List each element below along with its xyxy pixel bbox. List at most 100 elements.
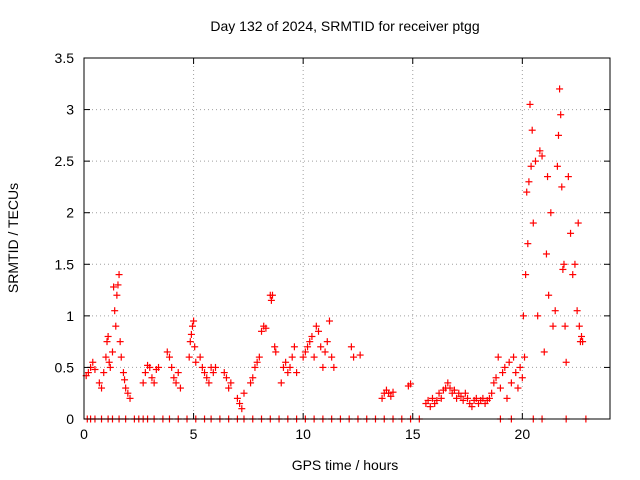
plot-frame (83, 57, 611, 420)
data-point (571, 260, 579, 268)
data-point (110, 283, 118, 291)
data-point (150, 379, 158, 387)
data-point (306, 338, 314, 346)
data-point (126, 394, 134, 402)
data-point (108, 348, 116, 356)
data-point (191, 343, 199, 351)
data-point (186, 338, 194, 346)
data-point (557, 111, 565, 119)
data-point (556, 85, 564, 93)
data-point (212, 363, 219, 371)
data-point (459, 396, 467, 404)
data-point (330, 363, 338, 371)
axis-ticks (83, 57, 610, 420)
data-point (444, 379, 452, 387)
data-point (113, 291, 121, 299)
data-point (488, 389, 496, 397)
data-point (505, 358, 513, 366)
data-point (148, 374, 156, 382)
data-point (540, 348, 548, 356)
data-point (89, 358, 97, 366)
data-point (121, 376, 129, 384)
data-point (579, 338, 587, 346)
data-point (103, 338, 111, 346)
data-point (553, 162, 561, 170)
data-point (100, 369, 108, 377)
data-point (165, 353, 173, 361)
x-tick-label: 15 (405, 426, 421, 442)
x-tick-label: 0 (80, 426, 88, 442)
data-point (247, 379, 255, 387)
data-point (464, 394, 472, 402)
data-point (141, 369, 149, 377)
data-point (238, 405, 246, 413)
data-point (84, 369, 92, 377)
data-point (518, 374, 526, 382)
y-tick-label: 2 (66, 205, 74, 221)
data-point (528, 126, 536, 134)
data-point (514, 384, 522, 392)
data-point (262, 324, 270, 332)
data-point (527, 162, 535, 170)
data-point (201, 369, 209, 377)
data-point (317, 343, 325, 351)
data-point (116, 338, 124, 346)
data-point (560, 260, 568, 268)
data-markers (82, 85, 590, 423)
data-point (531, 157, 539, 165)
data-point (522, 271, 530, 279)
data-point (111, 307, 119, 315)
data-point (545, 291, 553, 299)
data-point (542, 250, 550, 258)
data-point (492, 374, 500, 382)
data-point (190, 317, 198, 325)
data-point (350, 353, 358, 361)
data-point (496, 384, 504, 392)
data-point (512, 369, 520, 377)
grid-lines (84, 58, 610, 419)
data-point (538, 152, 546, 160)
data-point (227, 379, 235, 387)
y-tick-label: 3.5 (55, 50, 75, 66)
x-tick-labels: 0 5 10 15 20 (80, 426, 530, 442)
data-point (112, 322, 120, 330)
data-point (507, 379, 515, 387)
data-point (526, 100, 534, 108)
data-point (578, 332, 586, 340)
data-point (559, 265, 567, 273)
data-point (304, 343, 312, 351)
data-point (105, 358, 113, 366)
data-point (236, 400, 244, 408)
data-point (91, 365, 99, 373)
x-tick-label: 5 (190, 426, 198, 442)
x-tick-label: 20 (515, 426, 531, 442)
data-point (106, 363, 114, 371)
data-point (310, 353, 318, 361)
data-point (233, 394, 241, 402)
data-point (435, 389, 443, 397)
data-point (450, 386, 458, 394)
data-point (479, 394, 487, 402)
data-point (122, 384, 130, 392)
data-point (209, 369, 217, 377)
data-point (196, 353, 204, 361)
data-point (319, 363, 327, 371)
data-point (205, 379, 213, 387)
data-point (225, 384, 233, 392)
data-point (139, 379, 147, 387)
data-point (163, 348, 171, 356)
data-point (185, 353, 193, 361)
data-point (407, 380, 415, 388)
y-tick-label: 2.5 (55, 153, 75, 169)
data-point (524, 240, 532, 248)
data-point (472, 394, 480, 402)
data-point (347, 343, 355, 351)
data-point (192, 358, 200, 366)
x-tick-label: 10 (295, 426, 311, 442)
data-point (253, 358, 261, 366)
data-point (188, 322, 196, 330)
data-point (356, 351, 364, 359)
data-point (168, 363, 176, 371)
chart-title: Day 132 of 2024, SRMTID for receiver ptg… (210, 18, 479, 34)
data-point (220, 369, 228, 377)
